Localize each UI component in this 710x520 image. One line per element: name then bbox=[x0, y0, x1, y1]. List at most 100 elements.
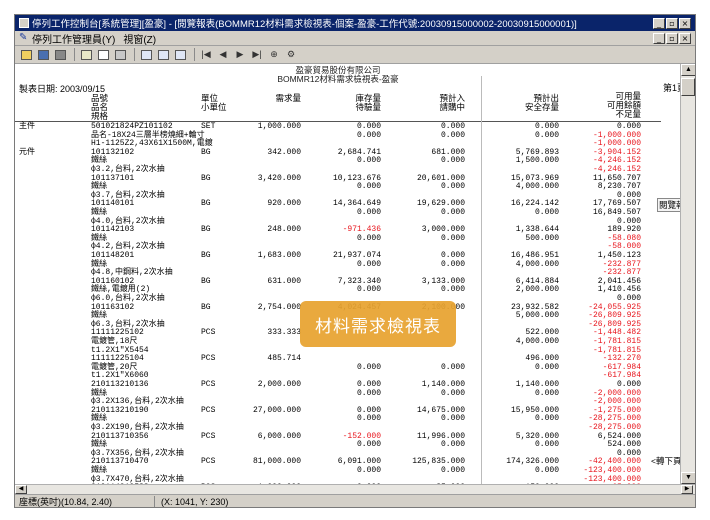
cell-avail: -232.877 bbox=[602, 268, 641, 278]
scroll-right-icon[interactable]: ▶ bbox=[681, 485, 693, 494]
settings-icon[interactable]: ⚙ bbox=[286, 49, 296, 59]
minimize-button[interactable]: _ bbox=[653, 17, 665, 29]
scroll-up-icon[interactable]: ▲ bbox=[681, 64, 695, 76]
cell-avail: -2,000.000 bbox=[592, 397, 641, 407]
cell-in: 20,601.000 bbox=[416, 173, 465, 183]
cell-desc: ф6.0,台料,2次水抽 bbox=[91, 294, 165, 303]
cell-stock: 0.000 bbox=[356, 440, 381, 450]
scroll-left-icon[interactable]: ◀ bbox=[15, 485, 27, 494]
export-icon[interactable] bbox=[156, 48, 170, 62]
cell-avail: -3,904.152 bbox=[592, 147, 641, 157]
header-stock: 庫存量 待驗量 bbox=[355, 93, 381, 112]
last-page-icon[interactable]: ▶| bbox=[252, 49, 262, 59]
cell-out: 0.000 bbox=[534, 208, 559, 217]
cell-desc: H1-1125Z2,43X61X1500M,電鍍 bbox=[91, 139, 213, 149]
scroll-thumb[interactable] bbox=[681, 78, 695, 96]
open-icon[interactable] bbox=[19, 48, 33, 62]
toolbar-separator bbox=[194, 48, 195, 61]
cell-avail: 524.000 bbox=[607, 440, 641, 450]
print-icon[interactable] bbox=[113, 48, 127, 62]
preview-icon[interactable] bbox=[96, 48, 110, 62]
menu-task-manager[interactable]: 停列工作管理員(Y) bbox=[32, 34, 116, 46]
vertical-scrollbar[interactable]: ▲ ▼ bbox=[680, 64, 695, 484]
close-button[interactable]: × bbox=[679, 17, 691, 29]
toolbar: |◀ ◀ ▶ ▶| ⊕ ⚙ bbox=[15, 46, 695, 64]
cell-stock: 0.000 bbox=[356, 130, 381, 140]
cell-in: 0.000 bbox=[440, 388, 465, 398]
cell-out: 16,224.142 bbox=[510, 199, 559, 209]
maximize-button[interactable]: ▫ bbox=[666, 17, 678, 29]
status-coords: 座標(英吋)(10.84, 2.40) bbox=[15, 495, 155, 507]
delete-icon[interactable] bbox=[53, 48, 67, 62]
cell-desc: 101142103 bbox=[91, 225, 135, 235]
report-viewer-window: 停列工作控制台[系統管理][盈豪] - [閱覽報表(BOMMR12材料需求檢視表… bbox=[14, 14, 696, 508]
cell-desc: 11111225104 bbox=[91, 354, 144, 364]
child-close-button[interactable]: × bbox=[679, 32, 691, 44]
cell-in: 0.000 bbox=[440, 182, 465, 192]
cell-desc: 210113210136 bbox=[91, 380, 149, 389]
status-pixel: (X: 1041, Y: 230) bbox=[161, 496, 229, 507]
menu-window[interactable]: 視窗(Z) bbox=[123, 34, 157, 46]
cell-avail: -2,000.000 bbox=[592, 388, 641, 398]
cell-avail: 0.000 bbox=[616, 448, 641, 458]
cell-unit: PCS bbox=[201, 380, 216, 389]
header-outgoing: 預計出 安全存量 bbox=[524, 93, 559, 112]
cell-desc: ф3.7,台料,2次水抽 bbox=[91, 190, 165, 200]
report-date: 製表日期: 2003/09/15 bbox=[19, 84, 106, 94]
copy-icon[interactable] bbox=[139, 48, 153, 62]
cell-desc: 電鍍管,18尺 bbox=[91, 337, 138, 346]
child-minimize-button[interactable]: _ bbox=[653, 32, 665, 44]
cell-desc: 鐵絲 bbox=[91, 414, 107, 424]
next-page-button[interactable]: <轉下頁> bbox=[651, 456, 687, 466]
cell-stock: 0.000 bbox=[356, 233, 381, 243]
cell-in: 681.000 bbox=[431, 147, 465, 157]
cell-in: 3,000.000 bbox=[421, 225, 465, 235]
cell-desc: 鐵絲 bbox=[91, 466, 107, 475]
cell-avail: -1,781.815 bbox=[592, 345, 641, 355]
cell-demand: 631.000 bbox=[267, 276, 301, 286]
cell-avail: 0.000 bbox=[616, 122, 641, 131]
first-page-icon[interactable]: |◀ bbox=[201, 49, 211, 59]
cell-avail: 6,524.000 bbox=[597, 431, 641, 441]
report-heading: 盈豪貿易股份有限公司 BOMMR12材料需求檢視表-盈豪 bbox=[15, 66, 661, 84]
status-bar: 座標(英吋)(10.84, 2.40) (X: 1041, Y: 230) bbox=[15, 494, 695, 507]
report-name: BOMMR12材料需求檢視表-盈豪 bbox=[277, 74, 399, 84]
cell-in: 0.000 bbox=[440, 440, 465, 450]
save-icon[interactable] bbox=[36, 48, 50, 62]
cell-demand: 81,000.000 bbox=[252, 457, 301, 467]
child-maximize-button[interactable]: ▫ bbox=[666, 32, 678, 44]
scroll-down-icon[interactable]: ▼ bbox=[681, 472, 695, 484]
cell-in: 125,835.000 bbox=[412, 457, 465, 467]
cell-demand: 6,000.000 bbox=[257, 431, 301, 441]
cell-out: 5,320.000 bbox=[515, 431, 559, 441]
refresh-icon[interactable] bbox=[173, 48, 187, 62]
cell-avail: 17,769.507 bbox=[592, 199, 641, 209]
cell-avail: -123,400.000 bbox=[583, 474, 641, 484]
cell-avail: 11,650.707 bbox=[592, 173, 641, 183]
cell-out: 0.000 bbox=[534, 414, 559, 424]
next-page-icon[interactable]: ▶ bbox=[236, 49, 244, 59]
cell-stock: 21,937.074 bbox=[332, 251, 381, 260]
cell-unit: BG bbox=[201, 276, 211, 286]
find-icon[interactable] bbox=[79, 48, 93, 62]
horizontal-scrollbar[interactable]: ◀ ▶ bbox=[15, 484, 695, 494]
cell-stock: 0.000 bbox=[356, 122, 381, 131]
prev-page-icon[interactable]: ◀ bbox=[219, 49, 227, 59]
zoom-icon[interactable]: ⊕ bbox=[270, 49, 278, 59]
cell-avail: 1,450.123 bbox=[597, 251, 641, 260]
cell-avail: 0.000 bbox=[616, 294, 641, 303]
cell-demand: 3,420.000 bbox=[257, 173, 301, 183]
cell-avail: -26,809.925 bbox=[588, 311, 641, 321]
cell-desc: 101148201 bbox=[91, 251, 135, 260]
cell-avail: -58.080 bbox=[607, 233, 641, 243]
cell-demand: 485.714 bbox=[267, 354, 301, 364]
cell-in: 0.000 bbox=[440, 130, 465, 140]
cell-desc: 210113210190 bbox=[91, 405, 149, 415]
cell-desc: ф3.2,台料,2次水抽 bbox=[91, 165, 165, 174]
cell-out: 0.000 bbox=[534, 466, 559, 475]
cell-desc: 電鍍管,20尺 bbox=[91, 362, 138, 372]
cell-unit: BG bbox=[201, 251, 211, 260]
cell-stock: 10,123.676 bbox=[332, 173, 381, 183]
cell-out: 0.000 bbox=[534, 440, 559, 450]
cell-avail: -1,781.815 bbox=[592, 337, 641, 346]
